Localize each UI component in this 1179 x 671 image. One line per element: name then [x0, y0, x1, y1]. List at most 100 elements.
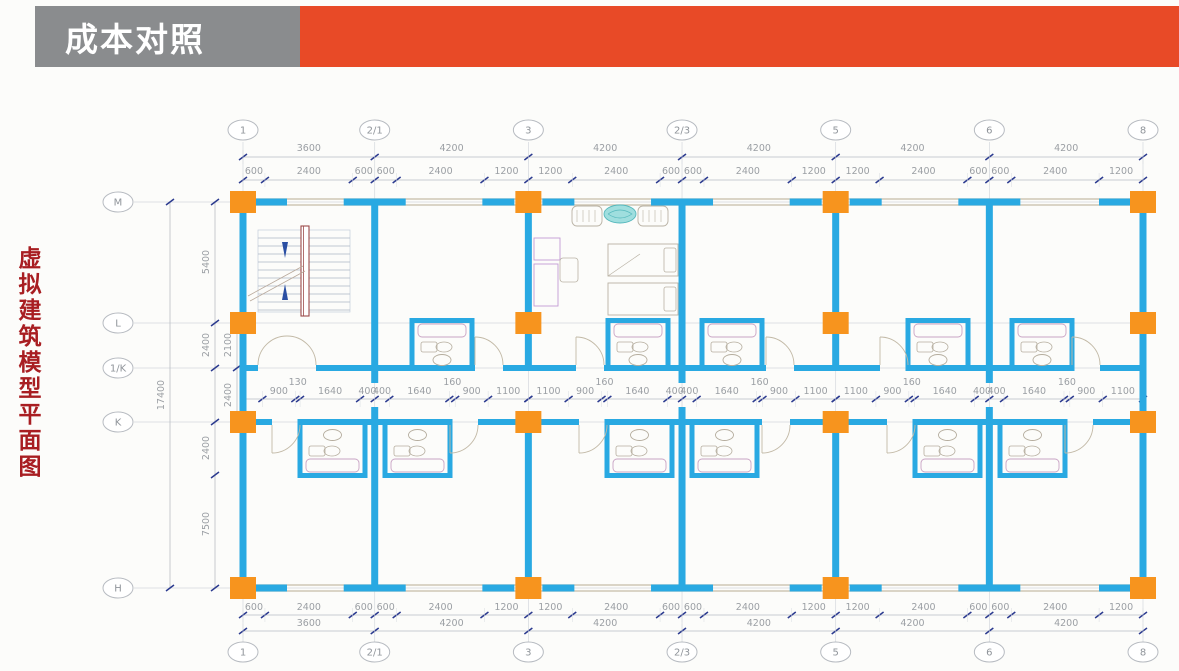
svg-text:2400: 2400 — [604, 166, 628, 177]
axis-x-bubble — [512, 641, 544, 663]
sink-icon — [630, 429, 649, 441]
svg-text:2400: 2400 — [428, 602, 452, 613]
sink-icon — [628, 354, 648, 366]
toilet-icon — [725, 341, 743, 353]
svg-text:2400: 2400 — [297, 602, 321, 613]
svg-text:1640: 1640 — [407, 386, 431, 397]
svg-text:2400: 2400 — [201, 333, 212, 357]
toilet-icon — [931, 341, 949, 353]
svg-text:2400: 2400 — [736, 166, 760, 177]
sink-icon — [408, 429, 427, 441]
header-title-box: 成本对照 — [35, 6, 300, 67]
svg-text:2/3: 2/3 — [674, 126, 690, 137]
sink-icon — [722, 354, 742, 366]
sink-icon — [928, 354, 948, 366]
table-swirl — [607, 209, 633, 219]
side-caption: 虚拟建筑模型平面图 — [14, 246, 40, 480]
svg-text:1200: 1200 — [802, 166, 826, 177]
svg-text:1100: 1100 — [496, 386, 520, 397]
svg-text:6: 6 — [986, 126, 992, 137]
svg-text:2400: 2400 — [911, 602, 935, 613]
svg-text:160: 160 — [443, 377, 461, 388]
svg-text:1200: 1200 — [494, 602, 518, 613]
sink-icon — [1032, 354, 1052, 366]
door-arc — [761, 424, 791, 454]
svg-text:160: 160 — [751, 377, 769, 388]
svg-text:17400: 17400 — [156, 380, 167, 410]
axis-x-bubble — [820, 641, 852, 663]
svg-text:600: 600 — [355, 602, 373, 613]
toilet-icon — [435, 341, 453, 353]
axis-x-bubble — [227, 119, 259, 141]
svg-text:2100: 2100 — [223, 333, 234, 357]
door-arc — [1071, 336, 1101, 366]
svg-text:1: 1 — [240, 126, 246, 137]
svg-text:600: 600 — [684, 166, 702, 177]
svg-text:1200: 1200 — [1109, 602, 1133, 613]
axis-x-bubble — [1127, 641, 1159, 663]
svg-text:600: 600 — [662, 602, 680, 613]
svg-text:600: 600 — [662, 166, 680, 177]
svg-text:4200: 4200 — [593, 143, 617, 154]
axis-x-bubble — [820, 119, 852, 141]
svg-text:K: K — [115, 418, 122, 429]
svg-text:4200: 4200 — [439, 618, 463, 629]
svg-text:L: L — [115, 319, 121, 330]
sink-icon — [1023, 429, 1042, 441]
svg-text:400: 400 — [680, 386, 698, 397]
axis-y-bubble — [102, 577, 134, 599]
axis-x-bubble — [973, 119, 1005, 141]
toilet-icon — [631, 341, 649, 353]
svg-text:900: 900 — [463, 386, 481, 397]
svg-text:2400: 2400 — [1043, 602, 1067, 613]
svg-text:400: 400 — [373, 386, 391, 397]
svg-text:2400: 2400 — [911, 166, 935, 177]
door-arc — [449, 424, 479, 454]
svg-text:1: 1 — [240, 648, 246, 659]
door-arc — [765, 336, 795, 366]
sink-icon — [432, 354, 452, 366]
svg-text:1100: 1100 — [1111, 386, 1135, 397]
svg-text:1640: 1640 — [933, 386, 957, 397]
svg-text:400: 400 — [666, 386, 684, 397]
svg-text:2/1: 2/1 — [367, 648, 383, 659]
svg-text:5: 5 — [832, 126, 838, 137]
header-banner: 成本对照 — [35, 6, 1179, 67]
svg-text:600: 600 — [684, 602, 702, 613]
axis-y-bubble — [102, 357, 134, 379]
svg-text:1100: 1100 — [536, 386, 560, 397]
svg-text:900: 900 — [1077, 386, 1095, 397]
svg-text:900: 900 — [270, 386, 288, 397]
svg-text:4200: 4200 — [900, 143, 924, 154]
svg-text:2400: 2400 — [223, 383, 234, 407]
svg-text:1200: 1200 — [802, 602, 826, 613]
svg-text:130: 130 — [289, 377, 307, 388]
door-arc — [257, 335, 288, 366]
svg-text:160: 160 — [595, 377, 613, 388]
sink-icon — [938, 429, 957, 441]
svg-text:1200: 1200 — [494, 166, 518, 177]
svg-text:3600: 3600 — [297, 143, 321, 154]
svg-text:1640: 1640 — [625, 386, 649, 397]
svg-text:900: 900 — [576, 386, 594, 397]
svg-text:1640: 1640 — [1022, 386, 1046, 397]
svg-text:4200: 4200 — [1054, 618, 1078, 629]
svg-text:3600: 3600 — [297, 618, 321, 629]
svg-text:2400: 2400 — [428, 166, 452, 177]
svg-text:2400: 2400 — [604, 602, 628, 613]
stair-arrow-icon — [282, 242, 288, 258]
svg-text:6: 6 — [986, 648, 992, 659]
axis-x-bubble — [973, 641, 1005, 663]
svg-text:5400: 5400 — [201, 250, 212, 274]
svg-text:2/1: 2/1 — [367, 126, 383, 137]
door-arc — [879, 336, 909, 366]
svg-text:600: 600 — [245, 602, 263, 613]
svg-text:1200: 1200 — [1109, 166, 1133, 177]
svg-text:4200: 4200 — [747, 143, 771, 154]
door-arc — [271, 424, 301, 454]
table-icon — [603, 204, 637, 224]
svg-text:4200: 4200 — [439, 143, 463, 154]
svg-text:2400: 2400 — [1043, 166, 1067, 177]
svg-text:2/3: 2/3 — [674, 648, 690, 659]
